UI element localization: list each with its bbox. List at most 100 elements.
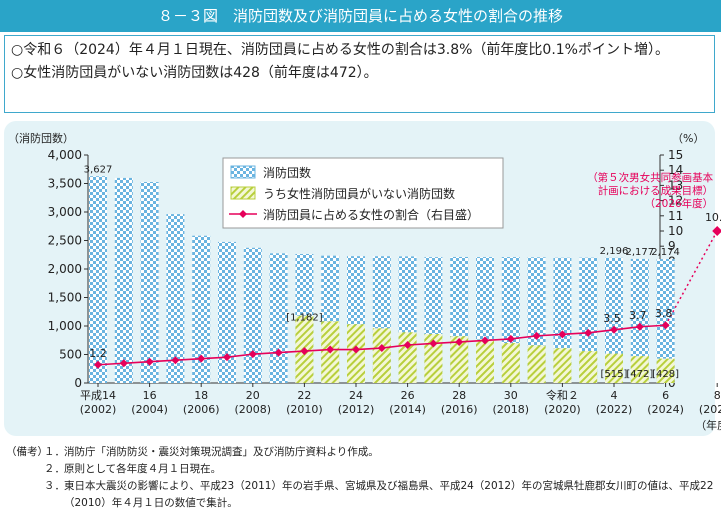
x-tick-label-year: (2010): [286, 403, 323, 416]
x-tick-label-era: 22: [297, 389, 311, 402]
right-tick-label: 12: [668, 194, 683, 208]
right-tick-label: 14: [668, 163, 683, 177]
bar-no-women-brigades: [501, 343, 520, 383]
ratio-value-label: 3.5: [603, 312, 621, 325]
x-tick-label-era: 24: [349, 389, 363, 402]
ratio-target-label: 10.0: [705, 211, 721, 224]
legend-label: 消防団員に占める女性の割合（右目盛）: [263, 207, 479, 222]
note-num: １．: [44, 446, 65, 458]
summary-line-2: ○女性消防団員がいない消防団数は428（前年度は472）。: [11, 65, 378, 81]
right-tick-label: 15: [668, 148, 683, 162]
ratio-point: [352, 345, 360, 354]
ratio-point: [584, 328, 593, 337]
right-tick-label: 13: [668, 178, 683, 192]
ratio-point: [610, 325, 618, 334]
ratio-point: [119, 359, 128, 368]
x-tick-label-year: (2026): [699, 403, 721, 416]
x-tick-label-era: 26: [401, 389, 415, 402]
ratio-point: [248, 350, 257, 359]
target-caption: （2026年度）: [644, 197, 713, 210]
note-text: 原則として各年度４月１日現在。: [64, 463, 222, 475]
ratio-value-label: 3.7: [629, 309, 647, 322]
note-num: ２．: [44, 463, 65, 475]
legend-box: [222, 157, 504, 229]
x-tick-label-year: (2002): [80, 403, 117, 416]
x-tick-label-year: (2006): [183, 403, 220, 416]
ratio-point: [223, 353, 231, 362]
bar-fire-brigades: [166, 214, 185, 383]
bar-no-women-brigades: [372, 328, 391, 383]
bar-fire-brigades: [192, 235, 211, 383]
ratio-point: [326, 345, 335, 354]
no-women-value-label: [472]: [626, 369, 653, 380]
note-row-2: ２． 原則として各年度４月１日現在。: [6, 461, 716, 478]
x-tick-label-year: (2014): [389, 403, 426, 416]
target-caption: 計画における成果目標）: [598, 184, 714, 197]
ratio-point: [377, 344, 386, 353]
ratio-point: [506, 334, 515, 343]
x-tick-label-era: 28: [452, 389, 466, 402]
ratio-point: [171, 356, 180, 365]
summary-line-1: ○令和６（2024）年４月１日現在、消防団員に占める女性の割合は3.8%（前年度…: [11, 42, 669, 58]
bar-value-label: 2,174: [651, 247, 680, 258]
x-tick-label-era: 8: [714, 389, 721, 402]
left-tick-label: 4,000: [48, 148, 82, 162]
legend-swatch-ratio-point: [239, 210, 247, 218]
no-women-value-label: [1,182]: [286, 313, 323, 324]
x-unit-label: （年度）: [695, 418, 721, 432]
no-women-value-label: [428]: [652, 369, 679, 380]
bar-value-label: 2,177: [625, 247, 654, 258]
bar-value-label: 2,196: [600, 246, 629, 257]
left-tick-label: 3,500: [48, 177, 82, 191]
ratio-point: [145, 357, 154, 366]
y-right-axis-label: （%）: [672, 132, 704, 145]
y-left-axis-label: （消防団数）: [8, 131, 74, 145]
figure-title: ８－３図 消防団数及び消防団員に占める女性の割合の推移: [0, 0, 721, 32]
bar-fire-brigades: [89, 176, 107, 383]
ratio-point: [635, 322, 644, 331]
ratio-point: [532, 331, 541, 340]
bar-no-women-brigades: [656, 358, 675, 383]
left-tick-label: 3,000: [48, 205, 82, 219]
x-tick-label-year: (2020): [544, 403, 581, 416]
ratio-point: [403, 341, 412, 349]
bar-no-women-brigades: [398, 332, 417, 383]
notes: （備考） １． 消防庁「消防防災・震災対策現況調査」及び消防庁資料より作成。 ２…: [6, 444, 716, 512]
right-tick-label: 10: [668, 224, 683, 238]
x-tick-label-era: 30: [504, 389, 518, 402]
chart: 05001,0001,5002,0002,5003,0003,5004,0000…: [8, 131, 721, 432]
ratio-point: [197, 354, 206, 363]
left-tick-label: 0: [74, 376, 82, 390]
ratio-value-label: 1.2: [89, 347, 107, 360]
note-row-1: （備考） １． 消防庁「消防防災・震災対策現況調査」及び消防庁資料より作成。: [6, 444, 716, 461]
x-tick-label-era: 18: [194, 389, 208, 402]
x-tick-label-era: 4: [611, 389, 618, 402]
bar-fire-brigades: [114, 177, 133, 383]
x-tick-label-year: (2004): [131, 403, 168, 416]
ratio-value-label: 3.8: [655, 307, 673, 320]
x-tick-label-year: (2008): [235, 403, 272, 416]
x-tick-label-era: 20: [246, 389, 260, 402]
target-caption: （第５次男女共同参画基本: [587, 171, 713, 184]
x-tick-label-year: (2022): [596, 403, 633, 416]
note-row-3: ３． 東日本大震災の影響により、平成23（2011）年の岩手県、宮城県及び福島県…: [6, 478, 716, 512]
left-tick-label: 1,000: [48, 319, 82, 333]
bar-fire-brigades: [218, 241, 236, 383]
ratio-point: [274, 348, 283, 357]
x-tick-label-era: 6: [662, 389, 669, 402]
bar-no-women-brigades: [347, 324, 365, 383]
x-tick-label-year: (2016): [441, 403, 478, 416]
bar-no-women-brigades: [450, 336, 469, 383]
bar-fire-brigades: [140, 182, 159, 383]
summary-box: ○令和６（2024）年４月１日現在、消防団員に占める女性の割合は3.8%（前年度…: [4, 35, 715, 113]
ratio-point: [558, 330, 567, 339]
legend-swatch-fire-brigades: [230, 165, 256, 179]
note-text: 消防庁「消防防災・震災対策現況調査」及び消防庁資料より作成。: [64, 446, 379, 458]
x-tick-label-era: 16: [143, 389, 157, 402]
notes-head: （備考）: [6, 446, 48, 458]
x-tick-label-year: (2012): [338, 403, 375, 416]
bar-no-women-brigades: [605, 353, 623, 383]
no-women-value-label: [515]: [601, 369, 628, 380]
legend-swatch-no-women: [230, 186, 256, 200]
bar-fire-brigades: [269, 253, 288, 383]
